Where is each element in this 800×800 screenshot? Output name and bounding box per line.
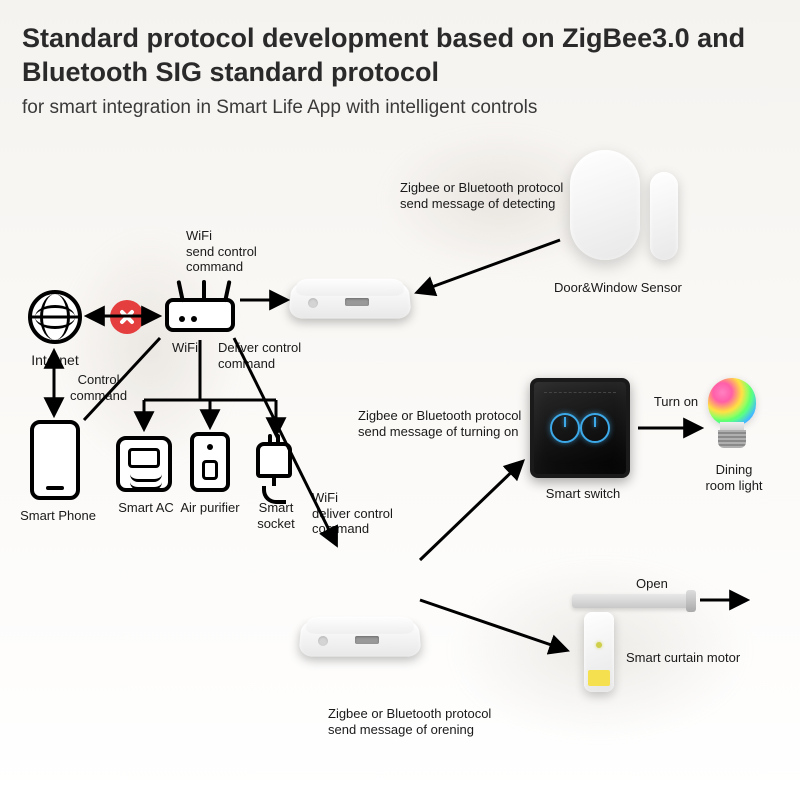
label-zb-turn-on: Zigbee or Bluetooth protocol send messag… bbox=[358, 408, 558, 439]
phone-icon bbox=[30, 420, 80, 500]
curtain-rail bbox=[572, 594, 692, 608]
label-air-purifier: Air purifier bbox=[170, 500, 250, 516]
purifier-icon bbox=[190, 432, 230, 492]
x-badge-icon bbox=[110, 300, 144, 334]
label-internet: Internet bbox=[20, 352, 90, 369]
page-subtitle: for smart integration in Smart Life App … bbox=[22, 96, 537, 121]
label-smart-switch: Smart switch bbox=[528, 486, 638, 502]
label-smart-phone: Smart Phone bbox=[8, 508, 108, 524]
plug-icon bbox=[256, 442, 292, 478]
curtain-motor bbox=[584, 612, 614, 692]
ac-icon bbox=[116, 436, 172, 492]
router-icon bbox=[165, 298, 235, 332]
label-door-sensor: Door&Window Sensor bbox=[554, 280, 734, 296]
door-sensor-side bbox=[650, 172, 678, 260]
label-smart-socket: Smart socket bbox=[244, 500, 308, 531]
label-turn-on: Turn on bbox=[648, 394, 704, 410]
label-wifi-deliver: WiFi deliver control command bbox=[312, 490, 432, 537]
label-zb-detect: Zigbee or Bluetooth protocol send messag… bbox=[400, 180, 600, 211]
hub-bottom bbox=[300, 608, 420, 668]
label-dining-light: Dining room light bbox=[694, 462, 774, 493]
label-deliver-control: Deliver control command bbox=[218, 340, 301, 371]
page-title: Standard protocol development based on Z… bbox=[22, 22, 762, 90]
internet-icon bbox=[28, 290, 82, 344]
label-curtain: Smart curtain motor bbox=[626, 650, 740, 666]
label-wifi: WiFi bbox=[172, 340, 198, 356]
label-open: Open bbox=[636, 576, 668, 592]
label-wifi-send: WiFi send control command bbox=[186, 228, 257, 275]
label-control-command: Control command bbox=[70, 372, 127, 403]
hub-top bbox=[290, 270, 410, 330]
label-zb-open: Zigbee or Bluetooth protocol send messag… bbox=[328, 706, 538, 737]
bulb-icon bbox=[708, 378, 756, 448]
